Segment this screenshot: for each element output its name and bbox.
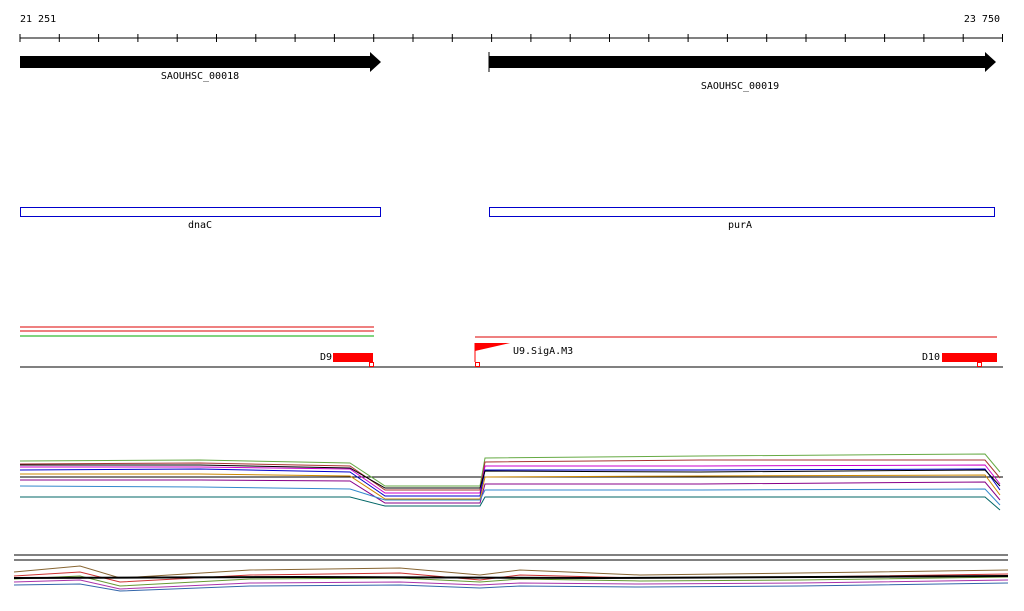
gene-label: SAOUHSC_00019: [701, 81, 779, 92]
region-box: [942, 353, 997, 362]
region-marker: [977, 362, 982, 367]
profile-line: [19, 468, 1001, 497]
feature-box: [489, 207, 995, 217]
coverage-line: [13, 565, 1009, 579]
feature-label: dnaC: [188, 220, 212, 231]
region-label: D10: [922, 352, 940, 363]
expression-panel: [19, 453, 1003, 511]
region-marker: [475, 362, 480, 367]
coverage-panel: [13, 554, 1009, 592]
coverage-line: [13, 579, 1009, 590]
profile-line: [20, 464, 1001, 489]
flag: [475, 343, 510, 351]
gene-arrow: [20, 52, 381, 72]
ruler-ticks: [19, 34, 1003, 42]
profile-line: [19, 453, 1001, 487]
coverage-line: [13, 575, 1009, 580]
region-box: [333, 353, 373, 362]
feature-box: [20, 207, 381, 217]
coverage-line: [13, 575, 1009, 587]
profile-line: [19, 485, 1001, 506]
region-label: U9.SigA.M3: [513, 346, 573, 357]
profile-line: [20, 479, 1001, 504]
coverage-line: [13, 582, 1009, 592]
gene-label: SAOUHSC_00018: [161, 71, 239, 82]
region-label: D9: [320, 352, 332, 363]
profile-line: [20, 496, 1001, 511]
gene-arrow: [489, 52, 996, 72]
ruler-end: 23 750: [964, 14, 1000, 25]
profile-line: [19, 459, 1001, 491]
profile-line: [20, 464, 1001, 494]
feature-label: purA: [728, 220, 752, 231]
ruler-start: 21 251: [20, 14, 56, 25]
region-marker: [369, 362, 374, 367]
